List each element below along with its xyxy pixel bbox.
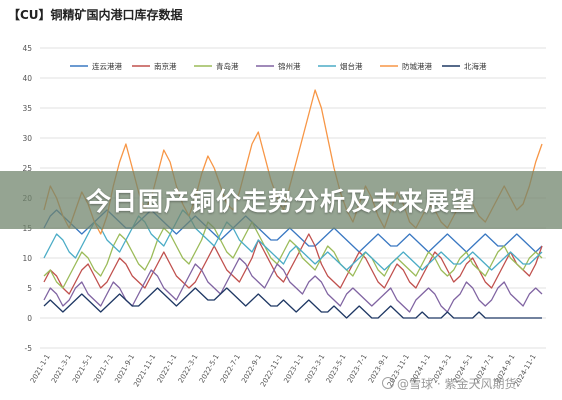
x-tick-label: 2023-1-1: [282, 353, 305, 385]
y-tick-label: 30: [22, 134, 32, 143]
legend-label: 烟台港: [340, 61, 363, 71]
series-line: [43, 287, 542, 319]
x-tick-label: 2021-7-1: [92, 353, 115, 385]
series-line: [43, 233, 543, 295]
legend-label: 连云港港: [92, 61, 122, 71]
page-title: 【CU】铜精矿国内港口库存数据: [8, 8, 183, 22]
y-tick-label: 10: [22, 254, 32, 263]
x-tick-label: 2021-5-1: [71, 353, 94, 385]
x-tick-label: 2023-3-1: [304, 353, 327, 385]
legend-label: 北海港: [464, 61, 487, 71]
x-tick-label: 2022-1-1: [156, 353, 179, 385]
x-tick-label: 2021-11-1: [132, 353, 157, 388]
y-tick-label: 0: [27, 314, 32, 323]
series-line: [43, 221, 543, 289]
y-tick-label: 45: [22, 44, 32, 53]
y-tick-label: -5: [25, 344, 33, 353]
y-tick-label: 35: [22, 104, 32, 113]
watermark-text: @雪球 · 紫金天风期货: [397, 377, 517, 391]
grid-lines: [40, 47, 546, 349]
y-tick-label: 25: [22, 164, 32, 173]
series-line: [43, 209, 543, 271]
legend: 连云港港 南京港 青岛港 锦州港 烟台港 防城港港 北海港: [70, 61, 487, 71]
x-tick-label: 2021-1-1: [29, 353, 52, 385]
y-tick-label: 40: [22, 74, 32, 83]
headline-text: 今日国产铜价走势分析及未来展望: [85, 187, 476, 216]
x-tick-label: 2022-9-1: [240, 353, 263, 385]
x-tick-label: 2022-11-1: [259, 353, 284, 388]
snowball-logo-icon: [382, 377, 394, 389]
x-tick-label: 2022-7-1: [219, 353, 242, 385]
legend-label: 青岛港: [216, 61, 239, 71]
headline-banner: 今日国产铜价走势分析及未来展望: [0, 171, 562, 229]
watermark: @雪球 · 紫金天风期货: [382, 375, 516, 392]
legend-label: 锦州港: [278, 61, 301, 71]
legend-label: 南京港: [154, 61, 177, 71]
x-tick-label: 2021-9-1: [113, 353, 136, 385]
x-tick-label: 2022-3-1: [177, 353, 200, 385]
legend-label: 防城港港: [402, 61, 432, 71]
x-tick-label: 2023-5-1: [325, 353, 348, 385]
x-tick-label: 2022-5-1: [198, 353, 221, 385]
x-tick-label: 2021-3-1: [50, 353, 73, 385]
y-tick-label: 5: [27, 284, 32, 293]
x-tick-label: 2023-7-1: [346, 353, 369, 385]
